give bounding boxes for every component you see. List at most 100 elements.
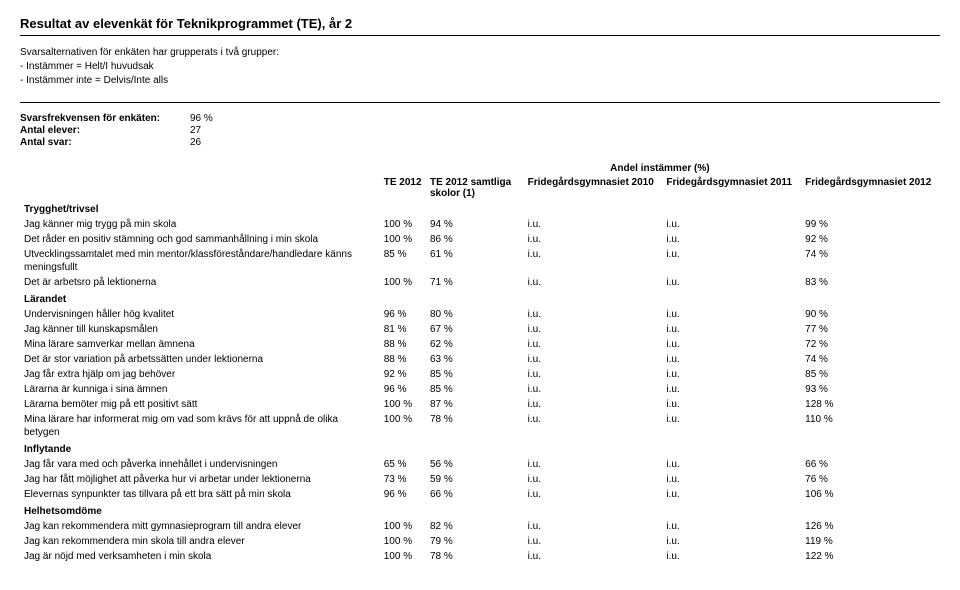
- te-cell: 100 %: [380, 519, 426, 534]
- skolor-cell: 62 %: [426, 337, 524, 352]
- table-row: Lärarna bemöter mig på ett positivt sätt…: [20, 397, 940, 412]
- table-row: Det råder en positiv stämning och god sa…: [20, 232, 940, 247]
- question-cell: Elevernas synpunkter tas tillvara på ett…: [20, 487, 380, 502]
- skolor-cell: 80 %: [426, 307, 524, 322]
- section-header-row: Lärandet: [20, 290, 940, 307]
- header-f2010: Fridegårdsgymnasiet 2010: [524, 176, 663, 200]
- stats-svar-value: 26: [190, 137, 201, 148]
- te-cell: 96 %: [380, 307, 426, 322]
- skolor-cell: 82 %: [426, 519, 524, 534]
- te-cell: 100 %: [380, 534, 426, 549]
- f2011-cell: i.u.: [662, 412, 801, 440]
- f2012-cell: 92 %: [801, 232, 940, 247]
- f2012-cell: 93 %: [801, 382, 940, 397]
- section-title: Inflytande: [20, 440, 940, 457]
- header-question: [20, 176, 380, 200]
- section-title: Helhetsomdöme: [20, 502, 940, 519]
- skolor-cell: 87 %: [426, 397, 524, 412]
- header-f2012: Fridegårdsgymnasiet 2012: [801, 176, 940, 200]
- te-cell: 100 %: [380, 549, 426, 564]
- header-empty: [20, 162, 380, 176]
- te-cell: 88 %: [380, 352, 426, 367]
- header-f2011: Fridegårdsgymnasiet 2011: [662, 176, 801, 200]
- table-row: Utvecklingssamtalet med min mentor/klass…: [20, 247, 940, 275]
- te-cell: 100 %: [380, 232, 426, 247]
- question-cell: Jag får extra hjälp om jag behöver: [20, 367, 380, 382]
- f2011-cell: i.u.: [662, 519, 801, 534]
- f2012-cell: 72 %: [801, 337, 940, 352]
- f2010-cell: i.u.: [524, 412, 663, 440]
- skolor-cell: 71 %: [426, 275, 524, 290]
- stats-svar-label: Antal svar:: [20, 137, 190, 148]
- question-cell: Mina lärare samverkar mellan ämnena: [20, 337, 380, 352]
- question-cell: Jag känner mig trygg på min skola: [20, 217, 380, 232]
- skolor-cell: 66 %: [426, 487, 524, 502]
- table-row: Jag får vara med och påverka innehållet …: [20, 457, 940, 472]
- f2011-cell: i.u.: [662, 549, 801, 564]
- f2011-cell: i.u.: [662, 275, 801, 290]
- f2011-cell: i.u.: [662, 472, 801, 487]
- intro-block: Svarsalternativen för enkäten har gruppe…: [20, 46, 940, 88]
- skolor-cell: 86 %: [426, 232, 524, 247]
- skolor-cell: 59 %: [426, 472, 524, 487]
- table-row: Jag känner till kunskapsmålen81 %67 %i.u…: [20, 322, 940, 337]
- f2012-cell: 106 %: [801, 487, 940, 502]
- header-te: TE 2012: [380, 176, 426, 200]
- te-cell: 92 %: [380, 367, 426, 382]
- f2012-cell: 90 %: [801, 307, 940, 322]
- stats-row-elever: Antal elever: 27: [20, 125, 940, 136]
- f2012-cell: 122 %: [801, 549, 940, 564]
- f2012-cell: 110 %: [801, 412, 940, 440]
- te-cell: 81 %: [380, 322, 426, 337]
- table-row: Jag har fått möjlighet att påverka hur v…: [20, 472, 940, 487]
- question-cell: Det är stor variation på arbetssätten un…: [20, 352, 380, 367]
- f2010-cell: i.u.: [524, 549, 663, 564]
- section-title: Lärandet: [20, 290, 940, 307]
- question-cell: Mina lärare har informerat mig om vad so…: [20, 412, 380, 440]
- f2010-cell: i.u.: [524, 367, 663, 382]
- f2011-cell: i.u.: [662, 337, 801, 352]
- question-cell: Jag känner till kunskapsmålen: [20, 322, 380, 337]
- table-row: Mina lärare samverkar mellan ämnena88 %6…: [20, 337, 940, 352]
- f2011-cell: i.u.: [662, 307, 801, 322]
- question-cell: Jag får vara med och påverka innehållet …: [20, 457, 380, 472]
- te-cell: 85 %: [380, 247, 426, 275]
- skolor-cell: 85 %: [426, 382, 524, 397]
- skolor-cell: 78 %: [426, 412, 524, 440]
- f2012-cell: 126 %: [801, 519, 940, 534]
- table-row: Jag får extra hjälp om jag behöver92 %85…: [20, 367, 940, 382]
- stats-freq-value: 96 %: [190, 113, 213, 124]
- te-cell: 100 %: [380, 397, 426, 412]
- question-cell: Utvecklingssamtalet med min mentor/klass…: [20, 247, 380, 275]
- te-cell: 96 %: [380, 382, 426, 397]
- section-header-row: Inflytande: [20, 440, 940, 457]
- f2011-cell: i.u.: [662, 487, 801, 502]
- question-cell: Lärarna bemöter mig på ett positivt sätt: [20, 397, 380, 412]
- f2011-cell: i.u.: [662, 382, 801, 397]
- section-title: Trygghet/trivsel: [20, 200, 940, 217]
- f2010-cell: i.u.: [524, 275, 663, 290]
- table-row: Lärarna är kunniga i sina ämnen96 %85 %i…: [20, 382, 940, 397]
- f2010-cell: i.u.: [524, 247, 663, 275]
- intro-line-1: Svarsalternativen för enkäten har gruppe…: [20, 46, 940, 60]
- f2010-cell: i.u.: [524, 217, 663, 232]
- stats-row-svar: Antal svar: 26: [20, 137, 940, 148]
- question-cell: Jag har fått möjlighet att påverka hur v…: [20, 472, 380, 487]
- skolor-cell: 79 %: [426, 534, 524, 549]
- question-cell: Jag kan rekommendera min skola till andr…: [20, 534, 380, 549]
- stats-row-frequency: Svarsfrekvensen för enkäten: 96 %: [20, 113, 940, 124]
- table-row: Jag kan rekommendera mitt gymnasieprogra…: [20, 519, 940, 534]
- skolor-cell: 63 %: [426, 352, 524, 367]
- table-row: Mina lärare har informerat mig om vad so…: [20, 412, 940, 440]
- skolor-cell: 78 %: [426, 549, 524, 564]
- f2011-cell: i.u.: [662, 367, 801, 382]
- table-header-row: TE 2012 TE 2012 samtliga skolor (1) Frid…: [20, 176, 940, 200]
- f2011-cell: i.u.: [662, 247, 801, 275]
- f2012-cell: 128 %: [801, 397, 940, 412]
- f2010-cell: i.u.: [524, 487, 663, 502]
- skolor-cell: 94 %: [426, 217, 524, 232]
- f2010-cell: i.u.: [524, 307, 663, 322]
- table-row: Elevernas synpunkter tas tillvara på ett…: [20, 487, 940, 502]
- skolor-cell: 61 %: [426, 247, 524, 275]
- skolor-cell: 56 %: [426, 457, 524, 472]
